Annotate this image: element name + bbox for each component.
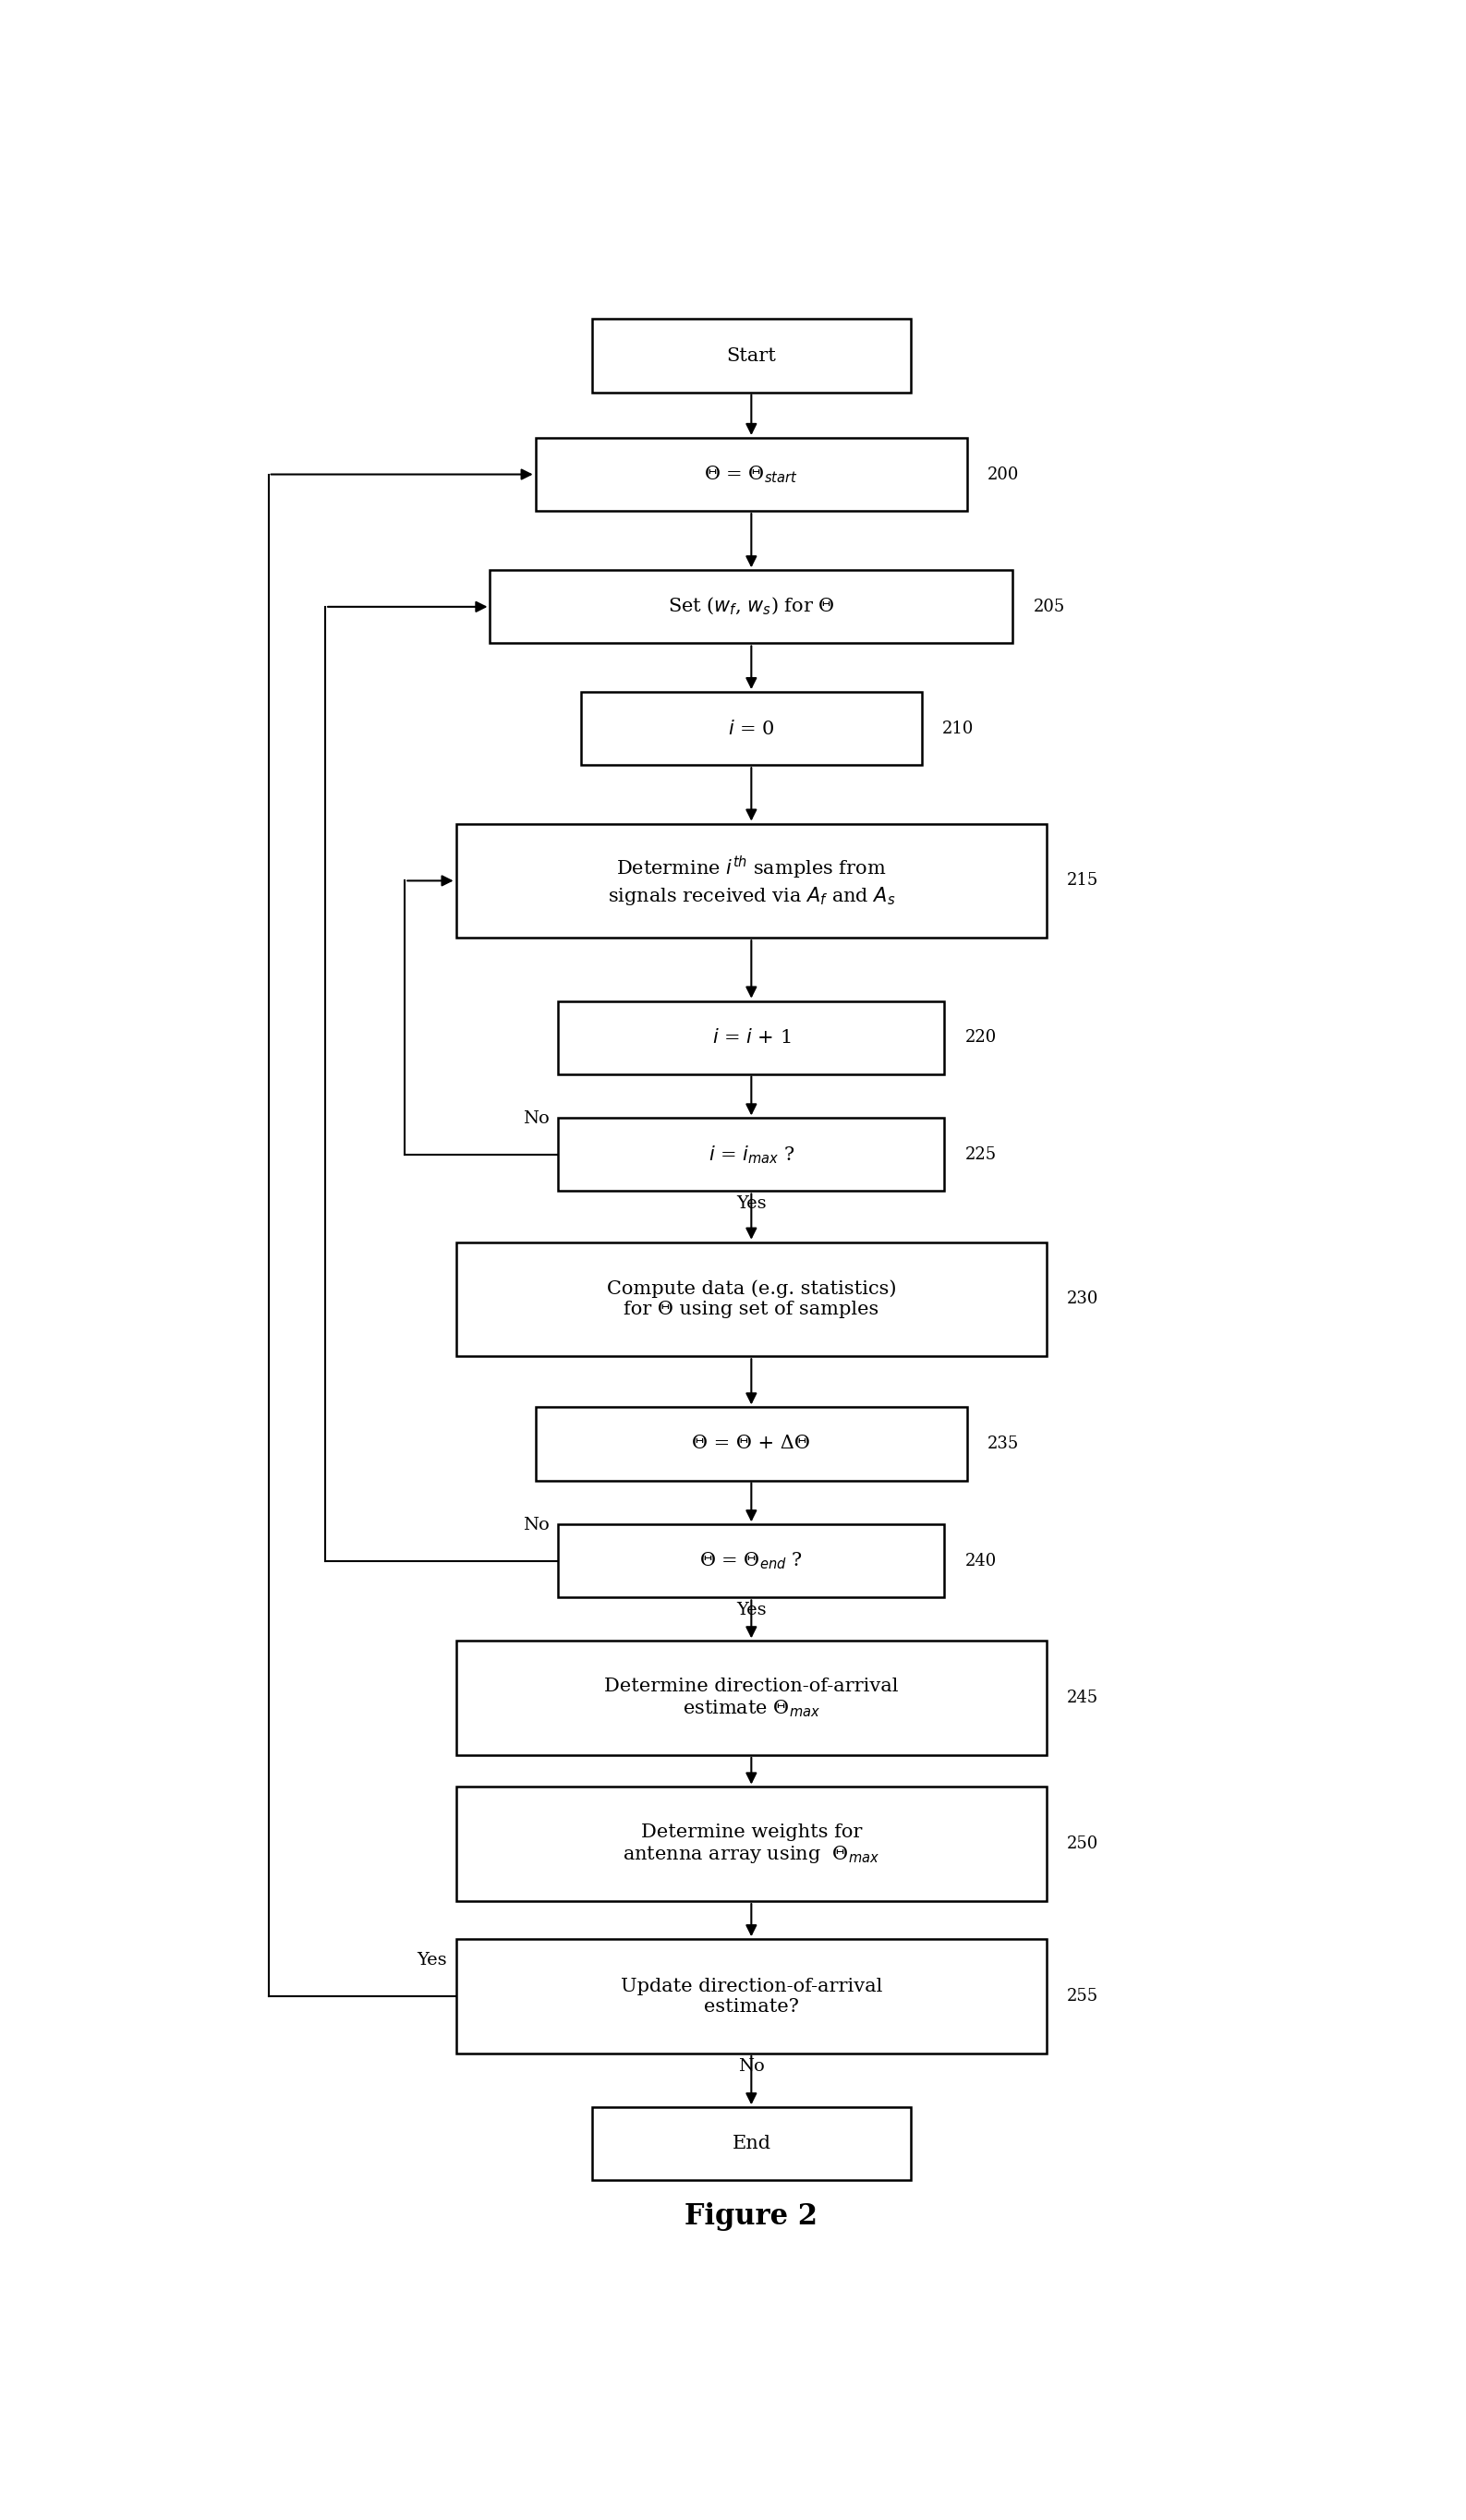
Text: Determine direction-of-arrival
estimate Θ$_{max}$: Determine direction-of-arrival estimate …	[604, 1678, 899, 1719]
FancyBboxPatch shape	[559, 1525, 944, 1598]
FancyBboxPatch shape	[456, 1787, 1047, 1900]
Text: Θ = Θ + ΔΘ: Θ = Θ + ΔΘ	[692, 1434, 811, 1452]
FancyBboxPatch shape	[456, 1641, 1047, 1754]
Text: 200: 200	[988, 466, 1019, 484]
Text: Compute data (e.g. statistics)
for Θ using set of samples: Compute data (e.g. statistics) for Θ usi…	[607, 1280, 896, 1318]
Text: Determine $i^{th}$ samples from
signals received via $A_f$ and $A_s$: Determine $i^{th}$ samples from signals …	[607, 854, 896, 907]
Text: 255: 255	[1067, 1988, 1098, 2003]
Text: No: No	[522, 1111, 550, 1126]
FancyBboxPatch shape	[535, 1406, 968, 1479]
Text: 235: 235	[988, 1436, 1019, 1452]
FancyBboxPatch shape	[559, 1000, 944, 1074]
Text: Yes: Yes	[416, 1953, 447, 1968]
Text: Θ = Θ$_{end}$ ?: Θ = Θ$_{end}$ ?	[699, 1550, 803, 1572]
FancyBboxPatch shape	[456, 1242, 1047, 1356]
Text: Update direction-of-arrival
estimate?: Update direction-of-arrival estimate?	[620, 1978, 883, 2016]
Text: Yes: Yes	[736, 1197, 767, 1212]
Text: No: No	[737, 2059, 765, 2074]
Text: End: End	[732, 2134, 771, 2152]
FancyBboxPatch shape	[581, 693, 922, 766]
Text: 215: 215	[1067, 872, 1100, 890]
FancyBboxPatch shape	[592, 320, 910, 393]
Text: Set ($w_f$, $w_s$) for Θ: Set ($w_f$, $w_s$) for Θ	[668, 597, 834, 617]
Text: $i$ = $i$ + 1: $i$ = $i$ + 1	[712, 1028, 790, 1046]
Text: Figure 2: Figure 2	[685, 2202, 818, 2230]
FancyBboxPatch shape	[490, 570, 1013, 643]
Text: 205: 205	[1034, 597, 1064, 615]
FancyBboxPatch shape	[456, 1940, 1047, 2054]
FancyBboxPatch shape	[456, 824, 1047, 937]
Text: 225: 225	[965, 1147, 997, 1162]
Text: Determine weights for
antenna array using  Θ$_{max}$: Determine weights for antenna array usin…	[623, 1822, 880, 1865]
FancyBboxPatch shape	[535, 438, 968, 512]
FancyBboxPatch shape	[559, 1119, 944, 1192]
Text: 250: 250	[1067, 1835, 1100, 1852]
Text: 220: 220	[965, 1028, 997, 1046]
Text: Start: Start	[727, 348, 776, 365]
Text: Θ = Θ$_{start}$: Θ = Θ$_{start}$	[704, 464, 799, 484]
Text: $i$ = 0: $i$ = 0	[729, 718, 774, 738]
Text: 245: 245	[1067, 1688, 1098, 1706]
Text: $i$ = $i_{max}$ ?: $i$ = $i_{max}$ ?	[708, 1144, 795, 1167]
Text: No: No	[522, 1517, 550, 1535]
Text: 210: 210	[943, 721, 973, 736]
Text: Yes: Yes	[736, 1603, 767, 1618]
FancyBboxPatch shape	[592, 2107, 910, 2180]
Text: 240: 240	[965, 1552, 997, 1570]
Text: 230: 230	[1067, 1290, 1100, 1308]
